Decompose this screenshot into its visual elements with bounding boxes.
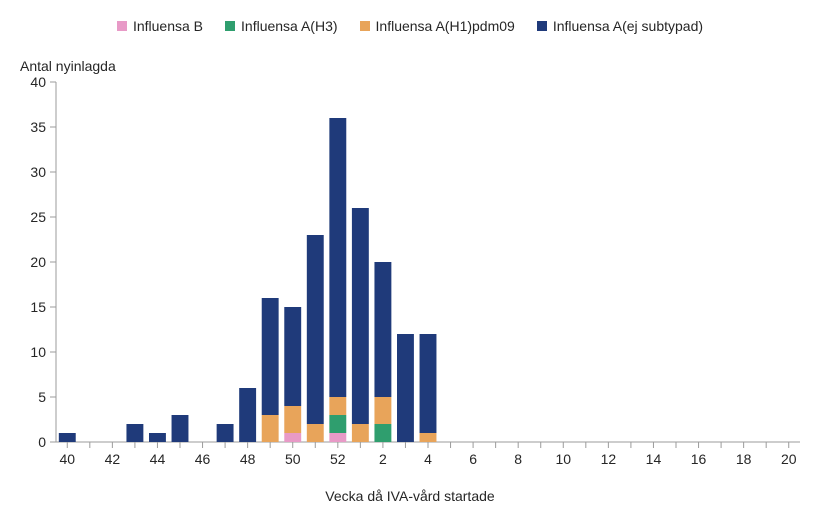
x-tick-label: 48 bbox=[240, 451, 256, 467]
y-tick-label: 40 bbox=[30, 74, 46, 90]
bar-segment bbox=[329, 415, 346, 433]
legend-swatch bbox=[225, 21, 235, 31]
bar-segment bbox=[352, 424, 369, 442]
x-tick-label: 16 bbox=[691, 451, 707, 467]
y-tick-label: 10 bbox=[30, 344, 46, 360]
legend-swatch bbox=[117, 21, 127, 31]
bar-segment bbox=[352, 208, 369, 424]
legend-item: Influensa B bbox=[117, 18, 203, 34]
bar-segment bbox=[397, 334, 414, 442]
legend-item: Influensa A(H1)pdm09 bbox=[360, 18, 515, 34]
x-axis-title: Vecka då IVA-vård startade bbox=[0, 488, 820, 504]
bar-segment bbox=[374, 262, 391, 397]
bar-segment bbox=[307, 424, 324, 442]
bar-segment bbox=[284, 406, 301, 433]
legend-swatch bbox=[360, 21, 370, 31]
bar-segment bbox=[126, 424, 143, 442]
legend-item: Influensa A(H3) bbox=[225, 18, 338, 34]
bar-segment bbox=[262, 298, 279, 415]
bar-segment bbox=[59, 433, 76, 442]
x-tick-label: 46 bbox=[195, 451, 211, 467]
bar-segment bbox=[217, 424, 234, 442]
x-tick-label: 44 bbox=[150, 451, 166, 467]
legend: Influensa B Influensa A(H3) Influensa A(H1… bbox=[0, 0, 820, 42]
bar-segment bbox=[420, 433, 437, 442]
bar-segment bbox=[284, 307, 301, 406]
x-tick-label: 40 bbox=[59, 451, 75, 467]
legend-swatch bbox=[537, 21, 547, 31]
bar-segment bbox=[374, 424, 391, 442]
legend-label: Influensa A(H3) bbox=[241, 18, 338, 34]
x-tick-label: 50 bbox=[285, 451, 301, 467]
x-tick-label: 42 bbox=[105, 451, 121, 467]
x-tick-label: 4 bbox=[424, 451, 432, 467]
x-tick-label: 20 bbox=[781, 451, 797, 467]
x-tick-label: 52 bbox=[330, 451, 346, 467]
x-tick-label: 18 bbox=[736, 451, 752, 467]
chart-container: Influensa B Influensa A(H3) Influensa A(H1… bbox=[0, 0, 820, 532]
y-tick-label: 25 bbox=[30, 209, 46, 225]
y-tick-label: 5 bbox=[38, 389, 46, 405]
bar-segment bbox=[329, 118, 346, 397]
bar-segment bbox=[284, 433, 301, 442]
bar-segment bbox=[149, 433, 166, 442]
bar-segment bbox=[420, 334, 437, 433]
bar-segment bbox=[239, 388, 256, 442]
legend-label: Influensa B bbox=[133, 18, 203, 34]
y-tick-label: 35 bbox=[30, 119, 46, 135]
x-tick-label: 12 bbox=[601, 451, 617, 467]
bar-segment bbox=[307, 235, 324, 424]
y-tick-label: 15 bbox=[30, 299, 46, 315]
y-tick-label: 0 bbox=[38, 434, 46, 450]
y-axis-title: Antal nyinlagda bbox=[20, 58, 116, 74]
x-tick-label: 10 bbox=[555, 451, 571, 467]
x-tick-label: 14 bbox=[646, 451, 662, 467]
stacked-bar-chart: 0510152025303540404244464850522468101214… bbox=[0, 42, 820, 482]
y-tick-label: 20 bbox=[30, 254, 46, 270]
legend-label: Influensa A(ej subtypad) bbox=[553, 18, 703, 34]
x-tick-label: 8 bbox=[514, 451, 522, 467]
bar-segment bbox=[172, 415, 189, 442]
x-tick-label: 2 bbox=[379, 451, 387, 467]
bar-segment bbox=[329, 433, 346, 442]
bar-segment bbox=[329, 397, 346, 415]
legend-label: Influensa A(H1)pdm09 bbox=[376, 18, 515, 34]
bar-segment bbox=[374, 397, 391, 424]
x-tick-label: 6 bbox=[469, 451, 477, 467]
y-tick-label: 30 bbox=[30, 164, 46, 180]
bar-segment bbox=[262, 415, 279, 442]
legend-item: Influensa A(ej subtypad) bbox=[537, 18, 703, 34]
